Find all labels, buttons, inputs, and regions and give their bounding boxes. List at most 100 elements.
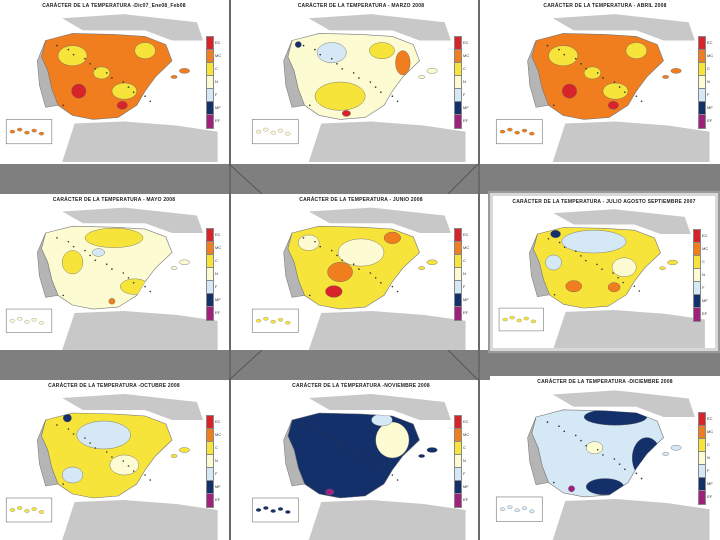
- station-dot: [105, 451, 108, 453]
- station-dot: [391, 95, 394, 97]
- portugal-landmass: [283, 40, 305, 108]
- map-panel-summer-selected[interactable]: CARÁCTER DE LA TEMPERATURA - JULIO AGOST…: [490, 193, 718, 351]
- map-panel-december[interactable]: CARÁCTER DE LA TEMPERATURA -DICIEMBRE 20…: [490, 376, 720, 540]
- legend-label: F: [463, 471, 466, 477]
- portugal-landmass: [37, 232, 59, 298]
- station-dot: [396, 479, 399, 481]
- temperature-map: [251, 207, 466, 350]
- africa-landmass: [308, 311, 466, 350]
- station-dot: [56, 237, 58, 239]
- balearic-island: [426, 259, 438, 265]
- canary-island: [255, 319, 262, 323]
- canary-island: [17, 127, 23, 132]
- map-panel-june[interactable]: CARÁCTER DE LA TEMPERATURA - JUNIO 2008 …: [246, 194, 476, 350]
- canary-island: [17, 506, 23, 510]
- map-panel-november[interactable]: CARÁCTER DE LA TEMPERATURA -NOVIEMBRE 20…: [246, 380, 476, 540]
- canary-island: [255, 508, 262, 512]
- station-dot: [547, 237, 550, 240]
- anomaly-zone: [561, 83, 577, 99]
- station-dot: [127, 277, 130, 279]
- balearic-island: [418, 266, 425, 270]
- station-dot: [391, 474, 394, 476]
- legend-swatch: [698, 490, 706, 506]
- map-panel-october[interactable]: CARÁCTER DE LA TEMPERATURA -OCTUBRE 2008…: [0, 380, 228, 540]
- legend-label: C: [215, 258, 218, 264]
- station-dot: [558, 425, 560, 428]
- anomaly-zone: [625, 42, 648, 59]
- legend-label: MF: [463, 484, 469, 490]
- separator-band-top: [0, 164, 720, 194]
- station-dot: [89, 442, 91, 444]
- anomaly-zone: [316, 42, 347, 63]
- anomaly-zone: [134, 42, 156, 59]
- station-dot: [144, 285, 146, 288]
- station-dot: [380, 470, 382, 472]
- anomaly-zone: [375, 421, 410, 459]
- legend-label: MC: [215, 432, 222, 438]
- station-dot: [122, 81, 125, 83]
- station-dot: [638, 290, 641, 292]
- station-dot: [89, 254, 91, 257]
- anomaly-zone: [631, 437, 662, 479]
- legend-label: EF: [463, 310, 469, 316]
- legend-label: C: [707, 442, 710, 448]
- station-dot: [336, 62, 338, 65]
- station-dot: [585, 259, 587, 262]
- anomaly-zone: [611, 257, 637, 277]
- station-dot: [89, 62, 91, 65]
- canary-island: [521, 128, 528, 133]
- anomaly-zone: [61, 250, 84, 275]
- anomaly-zone: [607, 282, 621, 293]
- map-panel-winter[interactable]: CARÁCTER DE LA TEMPERATURA -Dic07_Ene08_…: [0, 0, 228, 162]
- station-dot: [396, 100, 399, 103]
- map-title: CARÁCTER DE LA TEMPERATURA - JUNIO 2008: [299, 197, 423, 203]
- canary-island: [285, 510, 291, 514]
- canary-island: [514, 508, 520, 513]
- canary-island: [270, 509, 276, 513]
- station-dot: [67, 240, 70, 243]
- station-dot: [585, 444, 588, 447]
- anomaly-zone: [607, 101, 619, 110]
- anomaly-zone: [108, 298, 116, 305]
- temperature-map: [5, 14, 218, 162]
- temperature-map: [5, 394, 218, 540]
- anomaly-zone: [111, 82, 138, 100]
- canary-island: [277, 128, 284, 133]
- temperature-map: [251, 394, 466, 540]
- canary-island: [31, 128, 37, 133]
- legend-label: EC: [707, 416, 713, 422]
- balearic-island: [662, 75, 669, 79]
- station-dot: [369, 460, 372, 462]
- station-dot: [563, 246, 566, 249]
- canary-island: [17, 317, 23, 321]
- legend-label: F: [707, 468, 710, 474]
- map-panel-march[interactable]: CARÁCTER DE LA TEMPERATURA - MARZO 2008 …: [246, 0, 476, 162]
- station-dot: [330, 437, 333, 439]
- station-dot: [330, 57, 333, 60]
- temperature-map: [495, 14, 710, 162]
- station-dot: [612, 272, 614, 274]
- legend-label: EC: [463, 232, 469, 238]
- station-dot: [380, 281, 382, 284]
- canary-island: [24, 130, 30, 135]
- anomaly-zone: [583, 66, 602, 80]
- canary-island: [277, 318, 284, 322]
- station-dot: [602, 454, 604, 456]
- map-panel-april[interactable]: CARÁCTER DE LA TEMPERATURA - ABRIL 2008 …: [490, 0, 720, 162]
- france-landmass: [308, 207, 451, 233]
- canary-island: [529, 509, 535, 514]
- station-dot: [132, 281, 135, 284]
- temperature-map: [5, 207, 218, 350]
- legend-label: F: [215, 91, 218, 97]
- station-dot: [56, 424, 58, 426]
- station-dot: [111, 77, 113, 79]
- map-panel-may[interactable]: CARÁCTER DE LA TEMPERATURA - MAYO 2008 E…: [0, 194, 228, 350]
- portugal-landmass: [283, 232, 305, 298]
- balearic-island: [667, 259, 678, 266]
- legend-label: N: [463, 458, 466, 464]
- africa-landmass: [62, 500, 218, 540]
- canary-island: [263, 317, 269, 321]
- station-dot: [618, 86, 621, 88]
- station-dot: [624, 468, 626, 471]
- anomaly-zone: [76, 420, 131, 450]
